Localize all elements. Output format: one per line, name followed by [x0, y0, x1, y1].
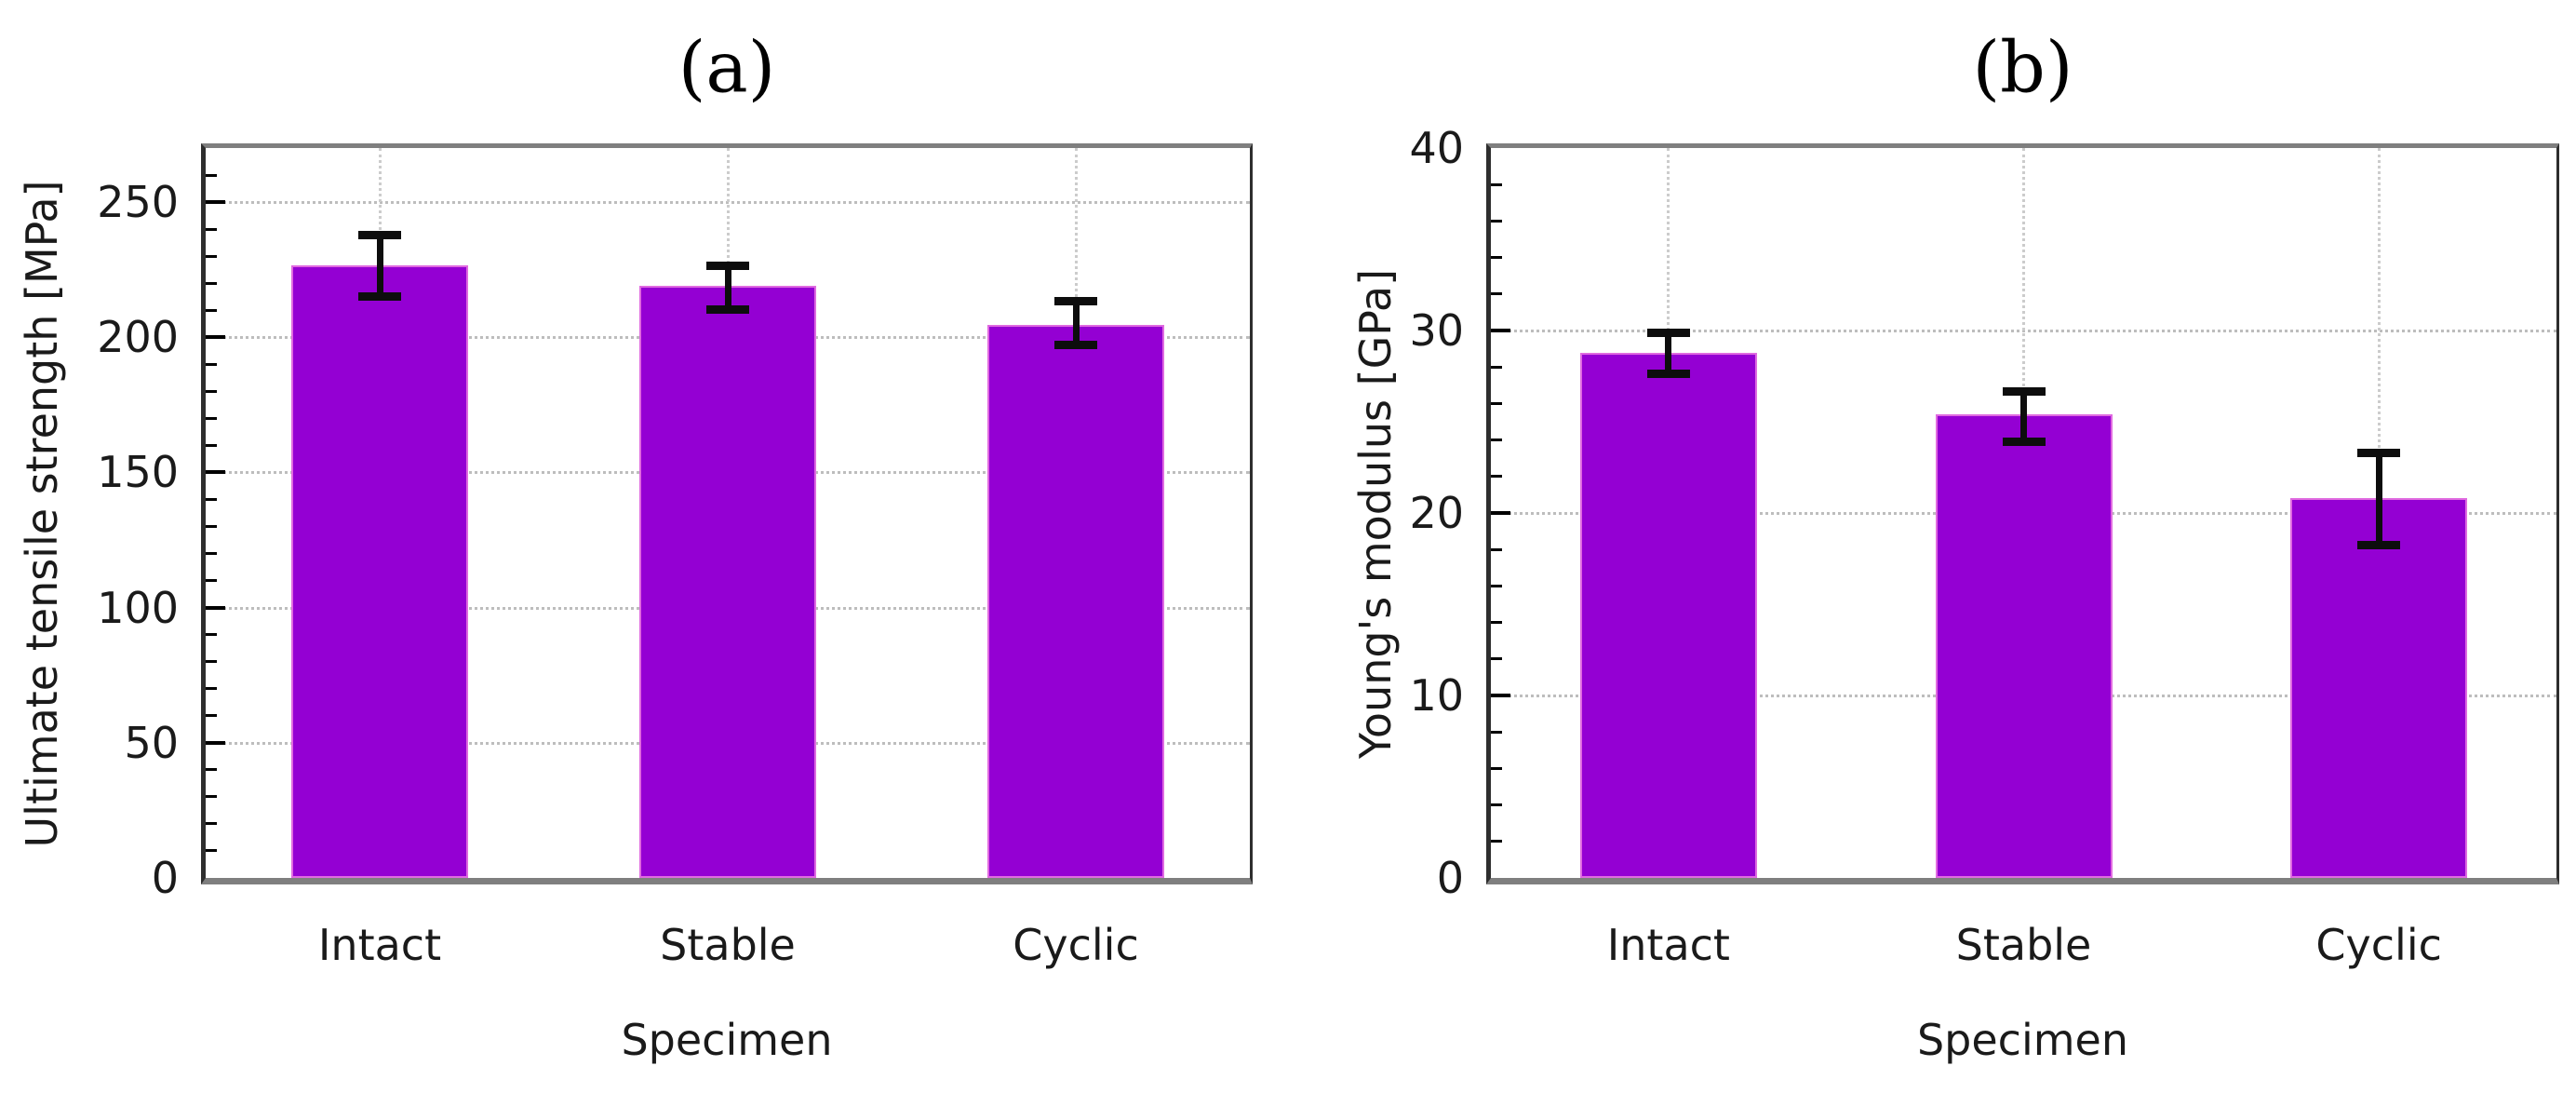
y-axis-minor-tick — [1491, 840, 1502, 843]
y-tick-label: 50 — [124, 717, 179, 768]
y-axis-minor-tick — [206, 497, 217, 501]
y-axis-major-tick — [1491, 329, 1510, 332]
y-axis-minor-tick — [206, 389, 217, 393]
y-tick-label: 10 — [1409, 670, 1464, 721]
y-axis-minor-tick — [206, 768, 217, 772]
x-category-label-cyclic: Cyclic — [2315, 920, 2442, 970]
panel-b-title: (b) — [1972, 25, 2073, 109]
bar-stable — [639, 286, 816, 878]
y-axis-minor-tick — [1491, 182, 1502, 186]
y-axis-minor-tick — [206, 795, 217, 799]
y-axis-minor-tick — [1491, 621, 1502, 625]
y-axis-minor-tick — [1491, 584, 1502, 587]
y-axis-minor-tick — [206, 714, 217, 718]
bar-intact — [291, 265, 468, 878]
y-axis-minor-tick — [1491, 730, 1502, 734]
y-axis-minor-tick — [206, 525, 217, 529]
panel-a-plot-area — [201, 143, 1253, 884]
y-tick-label: 200 — [97, 312, 179, 363]
y-axis-minor-tick — [206, 362, 217, 366]
error-bar-cap-bottom-cyclic — [1054, 340, 1097, 349]
y-tick-label: 250 — [97, 177, 179, 228]
error-bar-stem-stable — [2020, 390, 2027, 442]
x-category-label-stable: Stable — [660, 920, 796, 970]
y-axis-minor-tick — [206, 633, 217, 637]
y-axis-minor-tick — [1491, 439, 1502, 442]
error-bar-cap-bottom-cyclic — [2357, 541, 2401, 550]
y-tick-label: 0 — [1436, 853, 1464, 903]
y-axis-minor-tick — [206, 443, 217, 447]
y-axis-minor-tick — [206, 281, 217, 285]
y-tick-label: 100 — [97, 582, 179, 633]
error-bar-cap-top-intact — [1646, 328, 1690, 337]
y-tick-label: 0 — [151, 853, 179, 903]
y-axis-minor-tick — [1491, 475, 1502, 479]
y-tick-label: 20 — [1409, 488, 1464, 538]
error-bar-cap-bottom-intact — [358, 291, 401, 301]
y-axis-minor-tick — [1491, 547, 1502, 551]
y-axis-minor-tick — [1491, 657, 1502, 661]
y-axis-major-tick — [206, 200, 225, 205]
x-category-label-intact: Intact — [1606, 920, 1730, 970]
panel-b-x-axis-label: Specimen — [1916, 1015, 2129, 1065]
y-axis-major-tick — [206, 740, 225, 745]
y-axis-minor-tick — [206, 687, 217, 691]
y-axis-minor-tick — [1491, 256, 1502, 260]
y-axis-minor-tick — [1491, 401, 1502, 405]
panel-b-plot-area — [1486, 143, 2559, 884]
y-tick-label: 40 — [1409, 123, 1464, 173]
y-axis-minor-tick — [206, 849, 217, 853]
x-category-label-intact: Intact — [317, 920, 442, 970]
error-bar-cap-top-intact — [358, 230, 401, 239]
panel-b-plot-inner — [1491, 148, 2556, 878]
y-axis-minor-tick — [206, 579, 217, 583]
y-axis-minor-tick — [1491, 365, 1502, 369]
y-axis-minor-tick — [1491, 766, 1502, 770]
error-bar-cap-bottom-intact — [1646, 370, 1690, 379]
error-bar-cap-top-stable — [706, 262, 749, 271]
y-axis-minor-tick — [206, 308, 217, 312]
panel-a-plot-inner — [206, 148, 1250, 878]
error-bar-cap-top-cyclic — [1054, 297, 1097, 306]
y-axis-minor-tick — [1491, 219, 1502, 223]
y-axis-major-tick — [1491, 694, 1510, 697]
error-bar-stem-cyclic — [1072, 301, 1080, 345]
error-bar-stem-stable — [724, 265, 731, 311]
bar-intact — [1579, 352, 1757, 878]
bar-cyclic — [2290, 498, 2468, 878]
y-axis-minor-tick — [206, 173, 217, 177]
error-bar-cap-bottom-stable — [706, 305, 749, 315]
error-bar-stem-intact — [1665, 331, 1672, 375]
y-tick-label: 30 — [1409, 305, 1464, 356]
x-category-label-cyclic: Cyclic — [1013, 920, 1139, 970]
y-axis-minor-tick — [206, 660, 217, 664]
y-axis-major-tick — [206, 605, 225, 610]
y-axis-minor-tick — [1491, 292, 1502, 296]
error-bar-stem-intact — [376, 234, 383, 297]
y-tick-label: 150 — [97, 447, 179, 498]
y-axis-major-tick — [206, 470, 225, 475]
bar-cyclic — [987, 325, 1164, 878]
y-axis-minor-tick — [206, 822, 217, 826]
y-axis-minor-tick — [206, 254, 217, 258]
error-bar-cap-top-stable — [2002, 386, 2046, 396]
panel-a-title: (a) — [678, 25, 776, 109]
panel-a-x-axis-label: Specimen — [621, 1015, 833, 1065]
y-axis-minor-tick — [206, 416, 217, 420]
y-axis-major-tick — [206, 335, 225, 340]
panel-b-y-axis-label: Young's modulus [GPa] — [1350, 268, 1401, 760]
error-bar-cap-bottom-stable — [2002, 437, 2046, 446]
error-bar-cap-top-cyclic — [2357, 449, 2401, 458]
y-axis-minor-tick — [1491, 803, 1502, 807]
y-axis-minor-tick — [206, 227, 217, 231]
bar-stable — [1935, 414, 2113, 878]
y-axis-major-tick — [1491, 511, 1510, 515]
error-bar-stem-cyclic — [2375, 452, 2382, 546]
y-axis-minor-tick — [206, 552, 217, 556]
x-category-label-stable: Stable — [1955, 920, 2092, 970]
